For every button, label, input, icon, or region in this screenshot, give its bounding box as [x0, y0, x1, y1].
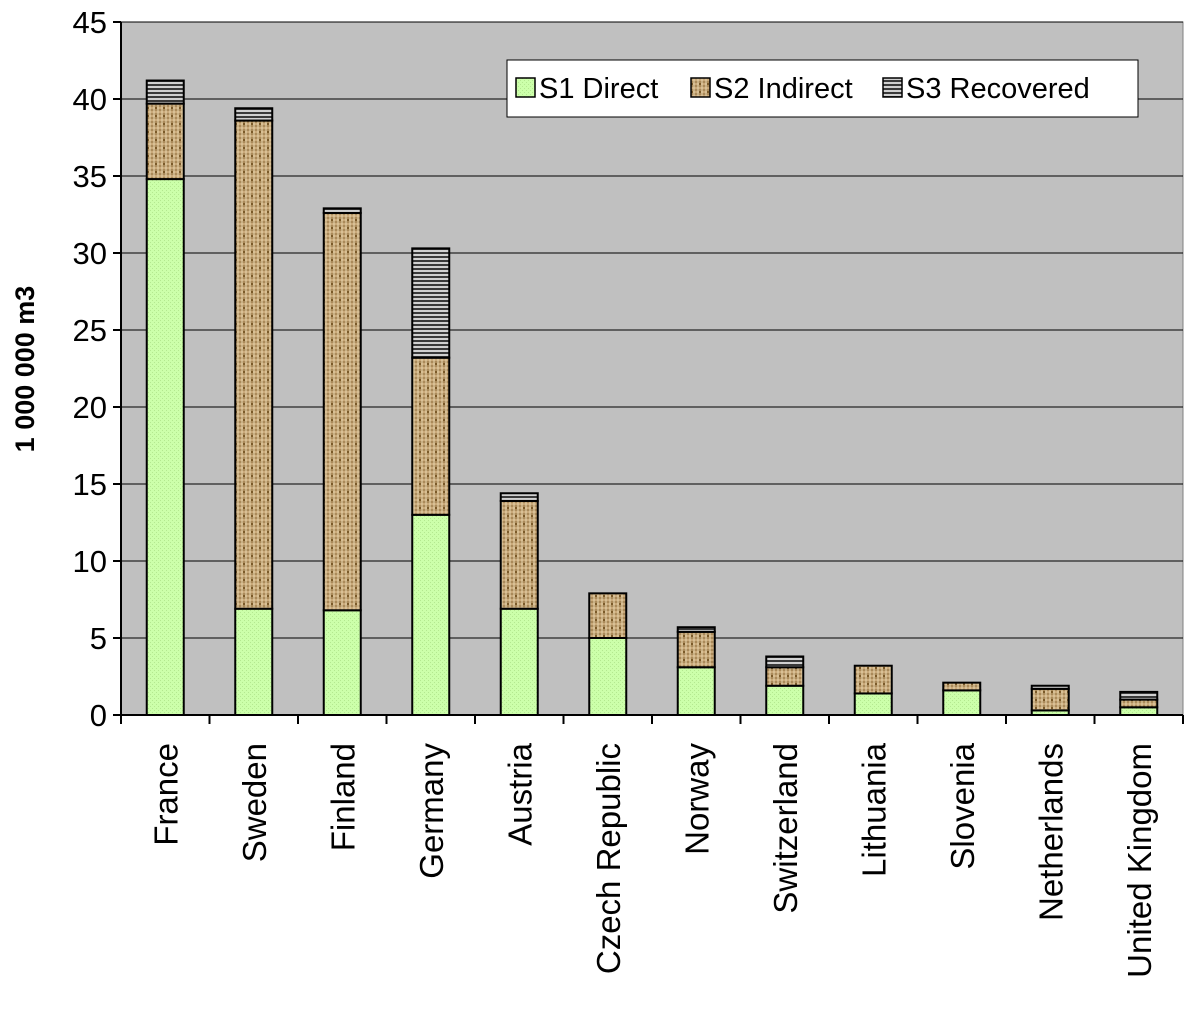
- bar-s1-direct: [145, 178, 185, 716]
- bar-s2-indirect: [411, 356, 451, 516]
- bar-s2-indirect: [853, 664, 893, 695]
- y-axis-title: 1 000 000 m3: [10, 286, 40, 453]
- bar-s1-direct: [322, 609, 362, 717]
- legend-swatch-s2-indirect: [690, 77, 711, 98]
- y-tick-label: 10: [73, 544, 107, 579]
- bar-s2-indirect: [234, 119, 274, 610]
- bars: [145, 79, 1159, 717]
- legend-label-s2-indirect: S2 Indirect: [714, 73, 853, 105]
- y-tick-label: 30: [73, 236, 107, 271]
- y-tick-label: 5: [90, 621, 107, 656]
- x-tick-label: Sweden: [236, 743, 273, 862]
- bar-s1-direct: [676, 666, 716, 717]
- x-tick-label: Czech Republic: [590, 743, 627, 974]
- y-tick-label: 25: [73, 313, 107, 348]
- bar-s1-direct: [234, 607, 274, 716]
- bar-s3-recovered: [1119, 690, 1159, 701]
- bar-s2-indirect: [322, 211, 362, 612]
- bar-s2-indirect: [499, 499, 539, 610]
- x-ticks: France Sweden Finland Germany Austria Czech R…: [120, 715, 1184, 978]
- bar-s2-indirect: [1030, 687, 1070, 712]
- gridlines: [121, 21, 1183, 639]
- x-tick-label: Norway: [678, 743, 715, 855]
- bar-s3-recovered: [411, 247, 451, 359]
- x-tick-label: Austria: [501, 742, 538, 845]
- bar-s3-recovered: [145, 79, 185, 105]
- bar-s3-recovered: [322, 207, 362, 214]
- y-tick-label: 20: [73, 390, 107, 425]
- y-tick-label: 45: [73, 5, 107, 40]
- legend-swatch-s3-recovered: [882, 77, 903, 98]
- bar-s2-indirect: [1119, 698, 1159, 709]
- legend: S1 Direct S2 Indirect S3 Recovered: [506, 59, 1139, 118]
- x-tick-label: Lithuania: [855, 742, 892, 877]
- legend-label-s3-recovered: S3 Recovered: [906, 73, 1090, 105]
- x-tick-label: Switzerland: [767, 743, 804, 914]
- bar-s2-indirect: [676, 630, 716, 669]
- bar-s1-direct: [942, 689, 982, 716]
- bar-s3-recovered: [1030, 684, 1070, 690]
- bar-s3-recovered: [765, 655, 805, 669]
- bar-s3-recovered: [676, 626, 716, 633]
- x-tick-label: Finland: [324, 743, 361, 851]
- x-tick-label: France: [147, 743, 184, 846]
- y-ticks: 0 5 10 15 20 25 30 35 40 45: [73, 5, 121, 733]
- bar-s1-direct: [588, 637, 628, 716]
- x-tick-label: Slovenia: [944, 742, 981, 869]
- bar-s2-indirect: [588, 592, 628, 640]
- bar-s1-direct: [411, 513, 451, 716]
- y-tick-label: 35: [73, 159, 107, 194]
- x-tick-label: United Kingdom: [1121, 743, 1158, 978]
- bar-s1-direct: [765, 684, 805, 716]
- y-tick-label: 40: [73, 82, 107, 117]
- legend-swatch-s1-direct: [515, 77, 536, 98]
- x-tick-label: Germany: [413, 743, 450, 879]
- bar-s1-direct: [853, 692, 893, 717]
- y-tick-label: 0: [90, 698, 107, 733]
- y-tick-label: 15: [73, 467, 107, 502]
- bar-s2-indirect: [145, 102, 185, 181]
- x-tick-label: Netherlands: [1032, 743, 1069, 921]
- bar-s1-direct: [499, 607, 539, 716]
- bar-s1-direct: [1119, 706, 1159, 716]
- plot-area: [120, 21, 1184, 716]
- bar-s2-indirect: [765, 666, 805, 687]
- bar-s3-recovered: [499, 492, 539, 502]
- bar-s2-indirect: [942, 681, 982, 692]
- bar-s3-recovered: [234, 107, 274, 122]
- legend-box: [506, 59, 1139, 118]
- legend-label-s1-direct: S1 Direct: [539, 73, 658, 105]
